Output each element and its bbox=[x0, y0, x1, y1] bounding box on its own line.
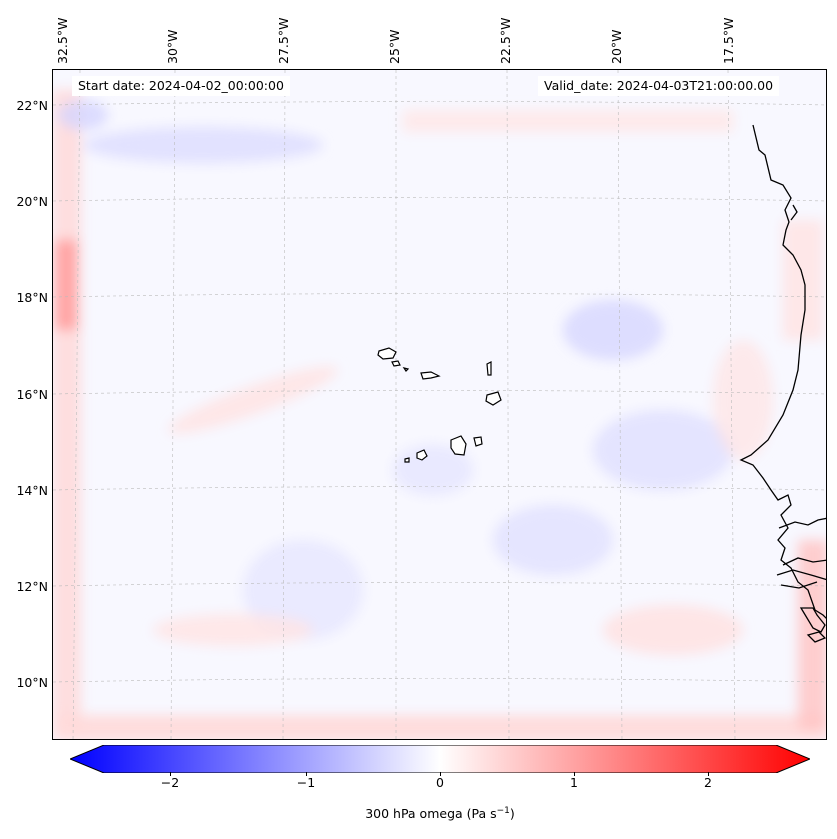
cape-verde-islands bbox=[377, 347, 502, 463]
colorbar-tickmark bbox=[170, 772, 171, 776]
lat-label-14n: 14°N bbox=[16, 483, 48, 498]
map-panel bbox=[52, 69, 827, 740]
lon-label-32-5w: 32.5°W bbox=[55, 17, 70, 64]
africa-coastline bbox=[739, 124, 826, 643]
island-sao-vicente bbox=[391, 360, 401, 367]
colorbar-label: 300 hPa omega (Pa s−1) bbox=[365, 806, 515, 822]
lat-label-10n: 10°N bbox=[16, 675, 48, 690]
colorbar-tick-neg2: −2 bbox=[160, 775, 180, 790]
colorbar-tick-neg1: −1 bbox=[296, 775, 316, 790]
omega-field-map bbox=[53, 70, 826, 739]
island-brava bbox=[404, 457, 410, 463]
lon-label-20w: 20°W bbox=[609, 29, 624, 64]
island-santo-antao bbox=[377, 347, 397, 360]
gridlines bbox=[53, 70, 826, 739]
colorbar-gradient bbox=[70, 745, 810, 773]
colorbar-tickmark bbox=[708, 772, 709, 776]
lat-label-20n: 20°N bbox=[16, 194, 48, 209]
lat-label-12n: 12°N bbox=[16, 579, 48, 594]
lon-label-30w: 30°W bbox=[165, 29, 180, 64]
lon-label-17-5w: 17.5°W bbox=[721, 17, 736, 64]
island-boa-vista bbox=[485, 391, 502, 406]
island-santa-luzia bbox=[402, 367, 410, 372]
island-sao-nicolau bbox=[420, 371, 441, 380]
start-date-label: Start date: 2024-04-02_00:00:00 bbox=[72, 76, 290, 96]
colorbar-tick-1: 1 bbox=[570, 775, 578, 790]
colorbar-tickmark bbox=[440, 772, 441, 776]
lat-label-16n: 16°N bbox=[16, 387, 48, 402]
colorbar-tick-0: 0 bbox=[436, 775, 444, 790]
island-maio bbox=[473, 436, 483, 447]
island-sal bbox=[486, 361, 492, 376]
colorbar-tickmark bbox=[306, 772, 307, 776]
island-fogo bbox=[416, 449, 428, 461]
lon-label-27-5w: 27.5°W bbox=[276, 17, 291, 64]
lon-label-22-5w: 22.5°W bbox=[498, 17, 513, 64]
colorbar-tick-2: 2 bbox=[704, 775, 712, 790]
island-santiago bbox=[450, 435, 467, 456]
lat-label-22n: 22°N bbox=[16, 98, 48, 113]
omega-anomaly-patches bbox=[53, 90, 826, 739]
colorbar bbox=[70, 745, 810, 773]
lat-label-18n: 18°N bbox=[16, 290, 48, 305]
valid-date-label: Valid_date: 2024-04-03T21:00:00.00 bbox=[538, 76, 780, 96]
lon-label-25w: 25°W bbox=[387, 29, 402, 64]
colorbar-tickmark bbox=[574, 772, 575, 776]
